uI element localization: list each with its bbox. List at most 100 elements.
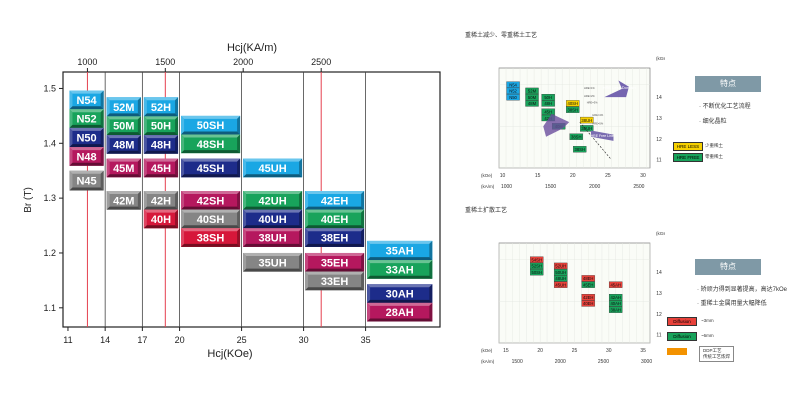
grade-bar-bevel-left — [69, 170, 73, 191]
grade-bar-bevel-bottom — [143, 150, 179, 154]
grade-bar-label: 42EH — [321, 195, 349, 207]
grade-bar-label: N45 — [76, 176, 96, 188]
grade-bar-label: N50 — [76, 133, 96, 145]
grade-bar-face — [106, 97, 141, 117]
grade-bar-bevel-bottom — [143, 225, 179, 229]
grade-bar-bevel-bottom — [106, 174, 141, 178]
grade-bar-bevel-top — [69, 109, 104, 113]
grade-bar-bevel-top — [143, 116, 179, 120]
grade-bar-label: 38SH — [197, 233, 225, 245]
mini-x-tick-kam: 2500 — [633, 184, 644, 190]
grade-bar-48h: 48H — [143, 135, 179, 154]
grade-bar-face — [69, 90, 104, 110]
grade-bar-bevel-top — [143, 158, 179, 162]
mini-x-tick-kam: 1000 — [501, 184, 512, 190]
legend-chip — [667, 348, 687, 355]
y-tick-label: 1.2 — [43, 248, 56, 258]
x-axis-label: Hcj(KOe) — [207, 348, 252, 360]
grade-bar-48sh: 48SH — [181, 134, 241, 154]
mini-grade-label: 50SH — [532, 270, 542, 275]
mini-grade-label: N52 — [509, 89, 517, 94]
y-tick-label: 1.5 — [43, 83, 56, 93]
grade-bar-bevel-top — [106, 135, 141, 139]
mini-grade-chip — [541, 94, 555, 101]
grade-bar-bevel-right — [175, 158, 179, 178]
grade-bar-bevel-bottom — [367, 299, 433, 303]
mini-x-tick-koe: 25 — [605, 173, 611, 179]
legend-chip: HRE FREE — [673, 153, 703, 162]
grade-bar-bevel-bottom — [305, 268, 365, 272]
grade-bar-bevel-top — [305, 228, 365, 232]
grade-bar-bevel-right — [237, 228, 241, 247]
hre-percent-note: HRE=2% — [584, 94, 595, 98]
panel2-title: 重稀土扩散工艺 — [465, 208, 508, 214]
grade-bar-bevel-right — [361, 252, 365, 272]
grade-bar-bevel-bottom — [143, 206, 179, 210]
grade-bar-face — [69, 127, 104, 148]
grade-bar-42eh: 42EH — [305, 191, 365, 210]
y-axis-label: Br (T) — [23, 187, 34, 213]
grade-bar-bevel-bottom — [243, 174, 303, 178]
grade-bar-face — [243, 252, 303, 272]
grade-bar-bevel-right — [100, 127, 104, 148]
grade-bar-bevel-top — [305, 252, 365, 256]
grade-bar-bevel-left — [181, 209, 185, 229]
mini-grade-chip — [609, 294, 623, 301]
grade-bar-bevel-left — [367, 284, 371, 303]
axes: 11 14 17 20 25 30 35 1000 1500 2000 2500 1.1 1.2 1.3 1… — [43, 57, 370, 345]
mini-grade-chip — [506, 94, 520, 101]
grade-bar-face — [181, 191, 241, 210]
grade-bar-bevel-bottom — [143, 132, 179, 136]
grade-bar-face — [243, 228, 303, 247]
top-tick-label: 1500 — [155, 57, 175, 67]
grade-bar-bevel-right — [237, 191, 241, 210]
grade-bar-bevel-bottom — [106, 206, 141, 210]
mini-x-tick-koe: 15 — [503, 348, 509, 354]
grade-bar-face — [69, 170, 104, 191]
mini-grade-chip — [609, 281, 623, 288]
grade-bar-label: 45M — [113, 163, 134, 175]
grade-bar-bevel-bottom — [69, 106, 104, 110]
mini-grade-chip — [525, 94, 539, 101]
mini-y-unit-kgs: (kGs) — [656, 56, 665, 61]
chart-title: Hcj(KA/m) — [227, 42, 277, 54]
mini-grade-label: 38AH — [610, 307, 620, 312]
grade-bar-bevel-right — [100, 147, 104, 166]
hre-percent-note: HRE=4% — [592, 113, 603, 117]
mini-x-tick-koe: 30 — [606, 348, 612, 354]
hre-domain-arrow — [604, 80, 629, 98]
mini-y-tick-kgs: 13 — [656, 116, 662, 122]
grade-bar-bevel-right — [361, 191, 365, 210]
grade-bar-face — [367, 302, 433, 322]
grade-bar-label: 50H — [151, 121, 171, 133]
x-tick-label: 20 — [175, 335, 185, 345]
top-tick-label: 2000 — [233, 57, 253, 67]
panel1-bullet-2: · 细化晶粒 — [699, 119, 727, 125]
hre-free-line-banner — [591, 130, 614, 141]
grade-bar-bevel-left — [181, 115, 185, 135]
grade-bar-bevel-left — [305, 191, 309, 210]
panel-hre-diffusion: 重稀土扩散工艺 (kOe) (kA/m) 15 20 25 30 35 1500 2000 250… — [455, 205, 800, 375]
grade-bar-bevel-left — [243, 228, 247, 247]
grade-bar-face — [181, 228, 241, 247]
grade-bar-face — [243, 191, 303, 210]
grade-bar-face — [181, 158, 241, 178]
grade-bar-bevel-bottom — [243, 225, 303, 229]
grade-bar-bevel-left — [69, 127, 73, 148]
grade-bar-face — [106, 116, 141, 136]
grade-bar-bevel-right — [175, 209, 179, 229]
grade-bar-face — [143, 158, 179, 178]
grade-bar-bevel-top — [367, 284, 433, 288]
mini-grade-chip — [554, 275, 568, 282]
mini-grade-chip — [566, 100, 580, 107]
hre-free-line-text: HRE Free Line — [591, 134, 614, 138]
grade-bar-bevel-bottom — [69, 124, 104, 128]
grade-bar-bevel-bottom — [181, 131, 241, 135]
grade-bar-label: 35UH — [259, 257, 287, 269]
grade-bar-bevel-bottom — [367, 318, 433, 322]
mini-grade-label: 48M — [528, 101, 537, 106]
mini-grade-label: 52UH — [555, 264, 566, 269]
grade-bar-bevel-left — [106, 191, 110, 210]
grade-bar-bevel-right — [100, 90, 104, 110]
grade-bar-42uh: 42UH — [243, 191, 303, 210]
